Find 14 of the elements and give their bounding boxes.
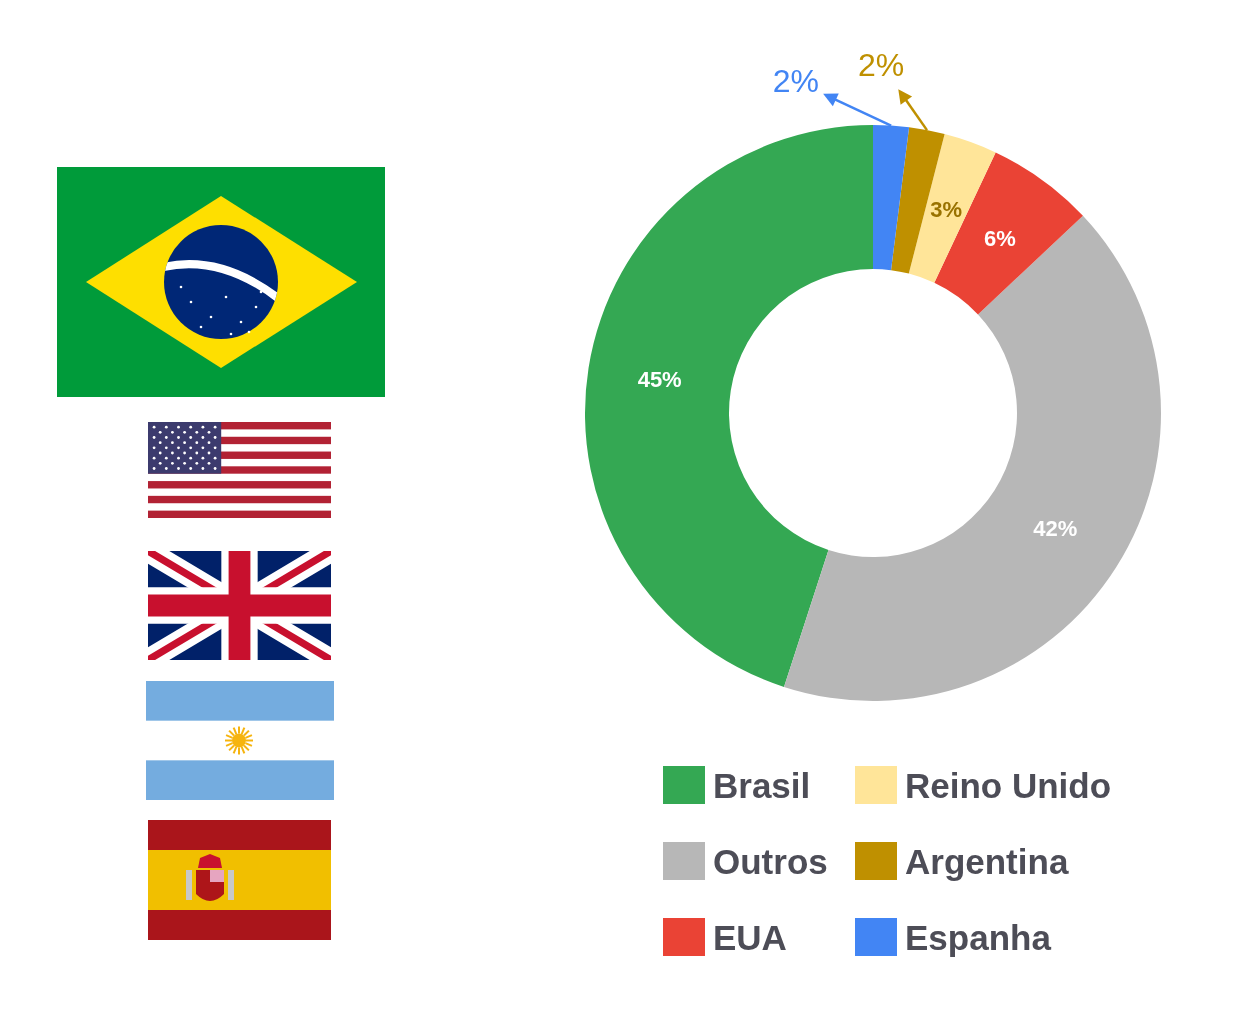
legend-label: Brasil [713, 765, 811, 805]
data-label: 2% [772, 63, 820, 100]
donut-slice [585, 125, 873, 687]
data-label: 45% [637, 366, 682, 392]
legend-label: Reino Unido [905, 765, 1112, 805]
legend-label: Espanha [905, 917, 1052, 957]
donut-slice [784, 215, 1161, 701]
legend-label: Outros [713, 841, 828, 881]
data-label: 3% [930, 197, 963, 223]
legend-label: EUA [713, 917, 787, 957]
legend-label: Argentina [905, 841, 1069, 881]
data-label: 6% [984, 225, 1016, 251]
data-label: 42% [1033, 516, 1078, 542]
data-label: 2% [857, 46, 905, 83]
